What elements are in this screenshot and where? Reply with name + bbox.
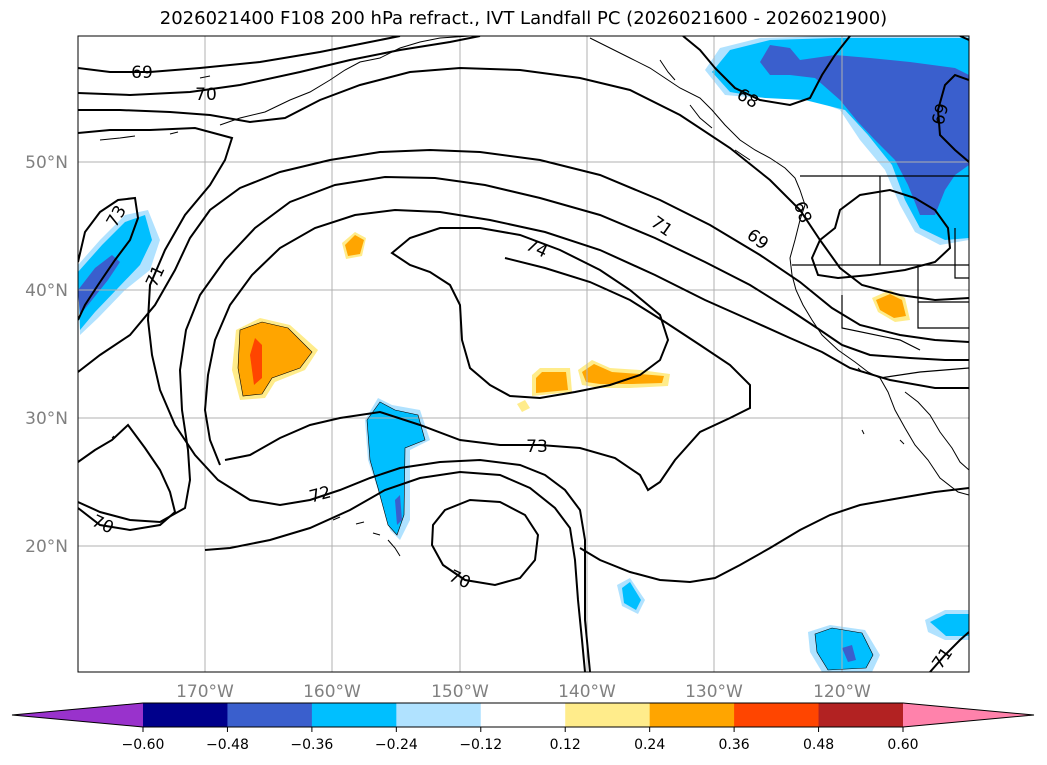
colorbar-segment — [396, 703, 482, 727]
fill-outlines — [237, 321, 874, 671]
contour-label-70-north: 70 — [195, 85, 217, 105]
fill-c2-orange — [582, 364, 664, 384]
lon-label-170w: 170°W — [176, 682, 234, 702]
fill-c3-yellow — [517, 400, 530, 412]
figure-title: 2026021400 F108 200 hPa refract., IVT La… — [159, 8, 888, 29]
fill-cs-darkblue — [395, 495, 402, 525]
fill-west-blue — [78, 215, 152, 330]
ivt-fill-layer — [78, 36, 969, 672]
colorbar-tick-label: 0.12 — [550, 737, 581, 753]
coastlines — [99, 36, 969, 557]
colorbar-tick-label: −0.24 — [375, 737, 418, 753]
lon-label-120w: 120°W — [813, 682, 871, 702]
lon-label-150w: 150°W — [431, 682, 489, 702]
colorbar-tick-label: −0.48 — [206, 737, 249, 753]
graticule — [78, 36, 969, 672]
colorbar-segment — [227, 703, 313, 727]
fill-nc-orange — [345, 235, 364, 256]
colorbar-tick-label: 0.24 — [634, 737, 665, 753]
lat-label-20n: 20°N — [25, 537, 68, 557]
colorbar-tick-label: −0.36 — [290, 737, 333, 753]
latitude-labels: 50°N 40°N 30°N 20°N — [25, 153, 68, 557]
colorbar: −0.60 −0.48 −0.36 −0.24 −0.12 0.12 0.24 0.36 0.4… — [11, 702, 1035, 753]
lon-label-140w: 140°W — [558, 682, 616, 702]
colorbar-tick-label: 0.48 — [803, 737, 834, 753]
lon-label-160w: 160°W — [303, 682, 361, 702]
colorbar-extend-max — [903, 703, 1034, 727]
contour-label-69-north: 69 — [131, 63, 153, 83]
colorbar-segment — [311, 703, 397, 727]
lat-label-40n: 40°N — [25, 281, 68, 301]
colorbar-tick-label: 0.36 — [719, 737, 750, 753]
colorbar-tick-label: −0.12 — [459, 737, 502, 753]
lat-label-50n: 50°N — [25, 153, 68, 173]
colorbar-segment — [143, 703, 228, 727]
lat-label-30n: 30°N — [25, 409, 68, 429]
lon-label-130w: 130°W — [685, 682, 743, 702]
colorbar-segment — [734, 703, 820, 727]
fill-c1-orange — [536, 372, 568, 393]
colorbar-segment — [649, 703, 735, 727]
colorbar-tick-label: 0.60 — [887, 737, 918, 753]
colorbar-tick-label: −0.60 — [122, 737, 165, 753]
colorbar-extend-min — [12, 703, 143, 727]
refractivity-contours — [78, 36, 969, 672]
colorbar-segment — [818, 703, 904, 727]
colorbar-segment — [565, 703, 651, 727]
map-background — [78, 36, 969, 672]
colorbar-segment — [480, 703, 566, 727]
map-frame — [77, 35, 970, 673]
fill-s2-darkblue — [842, 645, 856, 662]
fill-s1-blue — [622, 582, 641, 610]
contour-label-73-south: 73 — [526, 437, 548, 457]
fill-e-orange — [876, 294, 906, 318]
fill-wc-red — [250, 338, 262, 385]
fill-s3-blue — [930, 614, 969, 636]
fill-ne-darkblue — [760, 45, 969, 215]
longitude-labels: 170°W 160°W 150°W 140°W 130°W 120°W — [176, 682, 871, 702]
